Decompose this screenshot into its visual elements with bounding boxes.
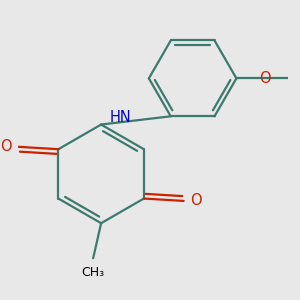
Text: O: O: [259, 71, 271, 86]
Text: HN: HN: [109, 110, 131, 125]
Text: O: O: [1, 139, 12, 154]
Text: O: O: [190, 194, 202, 208]
Text: CH₃: CH₃: [82, 266, 105, 279]
